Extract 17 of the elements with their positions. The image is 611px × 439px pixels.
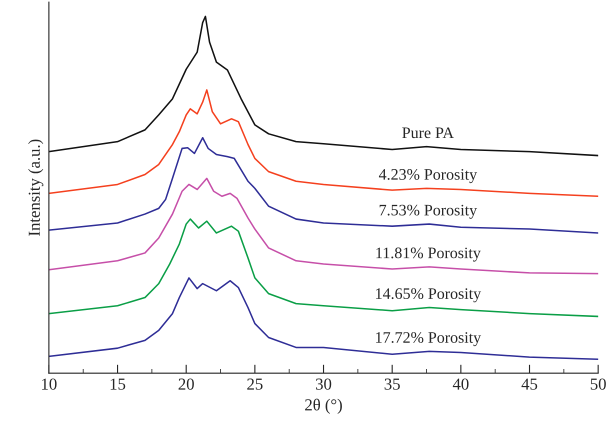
series-label: 14.65% Porosity <box>376 288 482 302</box>
x-tick-label: 40 <box>452 378 469 390</box>
x-tick-label: 50 <box>590 378 606 390</box>
series-label: 11.81% Porosity <box>376 248 481 262</box>
x-tick-label: 25 <box>247 378 263 390</box>
x-tick-label: 45 <box>522 378 538 390</box>
x-tick-label: 35 <box>384 378 400 390</box>
series-label: 17.72% Porosity <box>376 332 482 346</box>
x-tick-label: 15 <box>110 378 126 390</box>
series-label: 4.23% Porosity <box>378 169 478 184</box>
x-axis-title: 2θ (°) <box>305 398 342 414</box>
series-label: Pure PA <box>402 127 454 138</box>
series-label: 7.53% Porosity <box>380 204 478 219</box>
x-tick-label: 20 <box>178 378 194 390</box>
x-tick-label: 30 <box>316 378 332 390</box>
y-axis-title: Intensity (a.u.) <box>28 140 44 236</box>
x-tick-label: 10 <box>42 378 57 390</box>
